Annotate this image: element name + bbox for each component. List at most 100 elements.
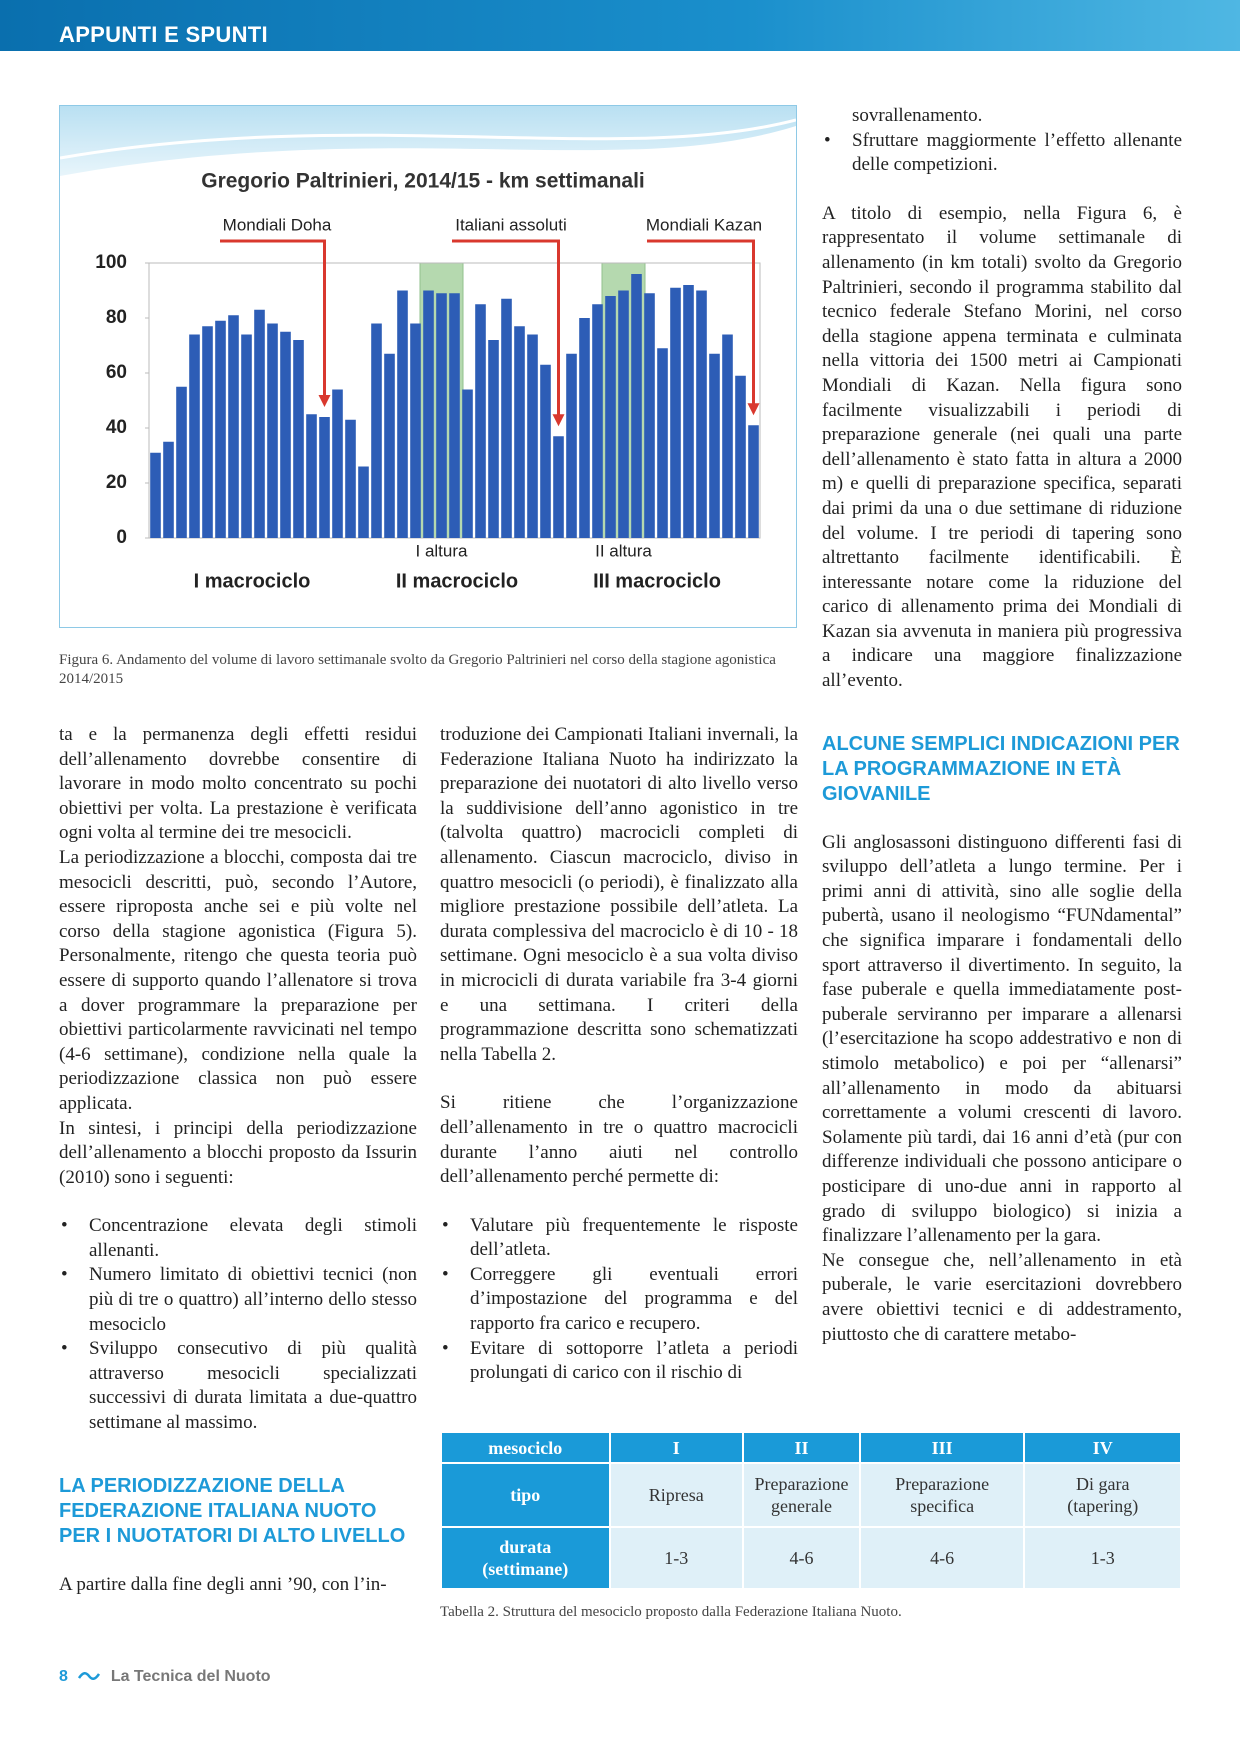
bar bbox=[267, 323, 278, 538]
cell-text: Preparazione specifica bbox=[895, 1474, 990, 1516]
header-cell: I bbox=[608, 1431, 745, 1464]
bar bbox=[748, 425, 759, 538]
bar bbox=[241, 334, 252, 538]
annotation-arrow bbox=[452, 239, 560, 417]
paragraph: sovrallenamento. bbox=[852, 105, 983, 126]
bar bbox=[189, 334, 200, 538]
cell: Ripresa bbox=[608, 1462, 745, 1528]
cell: 1-3 bbox=[608, 1526, 745, 1590]
bar bbox=[202, 326, 213, 538]
bar bbox=[449, 293, 460, 538]
cell-text: Di gara (tapering) bbox=[1067, 1474, 1139, 1516]
bar bbox=[397, 290, 408, 538]
bar bbox=[475, 304, 486, 538]
section-bar: APPUNTI E SPUNTI bbox=[0, 0, 1240, 51]
cell: 4-6 bbox=[742, 1526, 861, 1590]
cell-text: 1-3 bbox=[664, 1548, 689, 1568]
table-caption: Tabella 2. Struttura del mesociclo propo… bbox=[440, 1604, 902, 1620]
bar bbox=[644, 293, 655, 538]
cell-text: 1-3 bbox=[1090, 1548, 1115, 1568]
y-tick-label: 100 bbox=[95, 252, 127, 273]
bar bbox=[527, 334, 538, 538]
cell: Preparazione generale bbox=[742, 1462, 861, 1528]
bar bbox=[371, 323, 382, 538]
wave-line bbox=[59, 118, 797, 160]
bar bbox=[488, 340, 499, 538]
paragraph: In sintesi, i principi della periodizzaz… bbox=[59, 1117, 417, 1188]
bar bbox=[358, 466, 369, 538]
bar bbox=[566, 353, 577, 538]
bar bbox=[345, 419, 356, 538]
bar bbox=[319, 417, 330, 538]
cell-text: Preparazione generale bbox=[754, 1474, 849, 1516]
bullet: Valutare più frequentemente le risposte … bbox=[440, 1214, 798, 1263]
figure: Gregorio Paltrinieri, 2014/15 - km setti… bbox=[59, 105, 797, 628]
bullet: Numero limitato di obiettivi tecnici (no… bbox=[59, 1263, 417, 1337]
paragraph: A titolo di esempio, nella Figura 6, è r… bbox=[822, 202, 1182, 692]
bar bbox=[514, 326, 525, 538]
header-cell: III bbox=[858, 1431, 1026, 1464]
left-column: ta e la permanenza degli effetti residui… bbox=[59, 723, 417, 1597]
y-tick-label: 60 bbox=[106, 362, 127, 383]
bullet: Correggere gli eventuali errori d’impost… bbox=[440, 1263, 798, 1337]
macrocycle-label: III macrociclo bbox=[593, 570, 721, 592]
paragraph: troduzione dei Campionati Italiani inver… bbox=[440, 724, 798, 1065]
footer: 8 La Tecnica del Nuoto bbox=[59, 1668, 271, 1686]
cell-text: 4-6 bbox=[930, 1548, 955, 1568]
bullet: Concentrazione elevata degli stimoli all… bbox=[59, 1214, 417, 1263]
bar bbox=[683, 285, 694, 538]
bullet: Sfruttare maggiormente l’effetto allenan… bbox=[822, 129, 1182, 178]
bar bbox=[618, 290, 629, 538]
bar bbox=[150, 452, 161, 538]
bar bbox=[709, 353, 720, 538]
annotation-arrow bbox=[647, 239, 755, 406]
altitude-label: I altura bbox=[416, 541, 469, 560]
bullet-list: Concentrazione elevata degli stimoli all… bbox=[59, 1214, 417, 1435]
cell-text: Ripresa bbox=[648, 1485, 704, 1505]
cell: 1-3 bbox=[1023, 1526, 1182, 1590]
table-row: durata (settimane) 1-3 4-6 4-6 1-3 bbox=[440, 1526, 1182, 1590]
bar bbox=[423, 290, 434, 538]
bar bbox=[163, 441, 174, 538]
chart: Gregorio Paltrinieri, 2014/15 - km setti… bbox=[59, 106, 797, 592]
arrow-head bbox=[318, 395, 331, 407]
table: mesociclo I II III IV tipo Ripresa Prepa… bbox=[440, 1431, 1182, 1590]
bar bbox=[631, 274, 642, 538]
bar bbox=[293, 340, 304, 538]
bar bbox=[540, 364, 551, 538]
figure-caption: Figura 6. Andamento del volume di lavoro… bbox=[59, 652, 776, 687]
table-header: mesociclo I II III IV bbox=[440, 1431, 1182, 1464]
bar bbox=[436, 293, 447, 538]
bullet: Sviluppo consecutivo di più qualità attr… bbox=[59, 1337, 417, 1435]
row-header: tipo bbox=[440, 1462, 611, 1528]
bar bbox=[384, 353, 395, 538]
paragraph: Ne consegue che, nell’allenamento in età… bbox=[822, 1249, 1182, 1345]
bar bbox=[722, 334, 733, 538]
paragraph: ta e la permanenza degli effetti residui… bbox=[59, 724, 417, 844]
cell: Preparazione specifica bbox=[858, 1462, 1026, 1528]
bar bbox=[592, 304, 603, 538]
table-row: tipo Ripresa Preparazione generale Prepa… bbox=[440, 1462, 1182, 1528]
bar bbox=[553, 436, 564, 538]
macrocycle-label: II macrociclo bbox=[396, 570, 518, 592]
paragraph: Gli anglosassoni distinguono differenti … bbox=[822, 831, 1182, 1247]
altitude-label: II altura bbox=[595, 541, 652, 560]
annotation-label: Mondiali Doha bbox=[223, 215, 332, 234]
header-cell: mesociclo bbox=[440, 1431, 611, 1464]
bar bbox=[579, 318, 590, 538]
annotation-arrow bbox=[220, 239, 326, 397]
row-header: durata (settimane) bbox=[440, 1526, 611, 1590]
annotation-label: Italiani assoluti bbox=[455, 215, 567, 234]
middle-column: troduzione dei Campionati Italiani inver… bbox=[440, 723, 798, 1386]
header-cell: IV bbox=[1023, 1431, 1182, 1464]
bullet: Evitare di sottoporre l’atleta a periodi… bbox=[440, 1337, 798, 1386]
wave-decoration bbox=[60, 106, 796, 176]
table-wrap: mesociclo I II III IV tipo Ripresa Prepa… bbox=[440, 1431, 1182, 1590]
page-number: 8 bbox=[59, 1668, 68, 1685]
annotation-label: Mondiali Kazan bbox=[646, 215, 762, 234]
y-tick-label: 80 bbox=[106, 307, 127, 328]
y-tick-label: 40 bbox=[106, 417, 127, 438]
bullet-list: Valutare più frequentemente le risposte … bbox=[440, 1214, 798, 1386]
bar bbox=[280, 331, 291, 538]
